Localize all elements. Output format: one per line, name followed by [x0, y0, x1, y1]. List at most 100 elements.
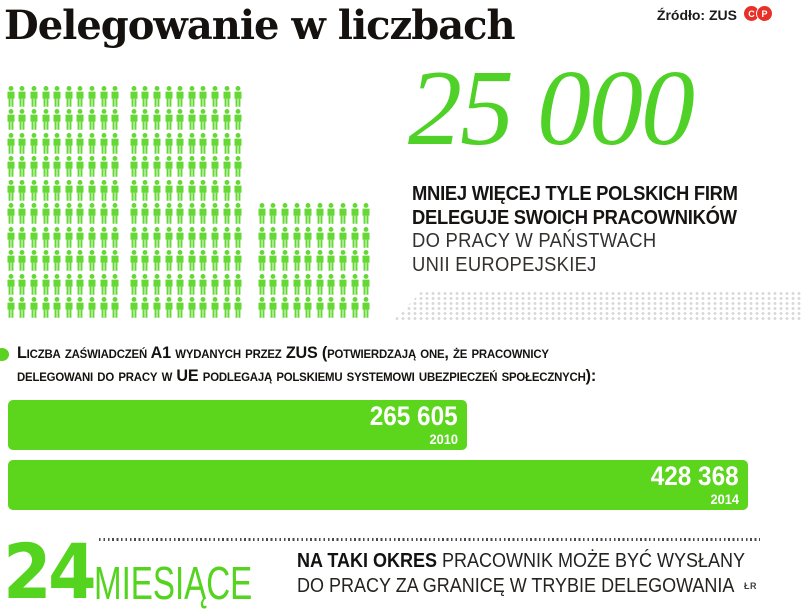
person-icon: [209, 130, 221, 154]
person-icon: [140, 248, 152, 272]
person-icon: [221, 154, 233, 178]
person-icon: [40, 154, 52, 178]
person-icon: [151, 248, 163, 272]
person-icon: [98, 201, 110, 225]
person-icon: [232, 154, 244, 178]
certificates-heading: Liczba zaświadczeń A1 wydanych przez ZUS…: [17, 342, 777, 387]
person-icon: [209, 295, 221, 319]
person-icon: [75, 177, 87, 201]
person-icon: [75, 295, 87, 319]
person-icon: [98, 248, 110, 272]
person-icon: [337, 271, 349, 295]
person-icon: [5, 83, 17, 107]
person-icon: [151, 154, 163, 178]
months-count: 24: [3, 527, 97, 615]
months-desc-line-2: DO PRACY ZA GRANICĘ W TRYBIE DELEGOWANIA: [297, 574, 735, 597]
person-icon: [5, 130, 17, 154]
person-icon: [349, 201, 361, 225]
person-icon: [163, 295, 175, 319]
person-icon: [268, 295, 280, 319]
person-icon: [163, 107, 175, 131]
person-icon: [256, 201, 268, 225]
person-icon: [17, 154, 29, 178]
person-icon: [109, 107, 121, 131]
person-icon: [109, 177, 121, 201]
person-icon: [75, 248, 87, 272]
person-icon: [256, 295, 268, 319]
person-icon: [86, 248, 98, 272]
person-icon: [198, 295, 210, 319]
person-icon: [86, 271, 98, 295]
person-icon: [140, 224, 152, 248]
person-icon: [268, 248, 280, 272]
person-icon: [86, 107, 98, 131]
person-icon: [232, 248, 244, 272]
person-icon: [63, 201, 75, 225]
person-icon: [198, 107, 210, 131]
person-icon: [51, 177, 63, 201]
person-icon: [186, 154, 198, 178]
person-icon: [28, 107, 40, 131]
person-icon: [291, 271, 303, 295]
person-icon: [28, 224, 40, 248]
person-icon: [302, 248, 314, 272]
person-icon: [86, 130, 98, 154]
person-icon: [209, 154, 221, 178]
person-icon: [40, 248, 52, 272]
firms-desc-line-3: DO PRACY W PAŃSTWACH: [412, 230, 657, 252]
person-icon: [360, 295, 372, 319]
person-icon: [198, 271, 210, 295]
person-icon: [198, 177, 210, 201]
firms-desc-line-4: UNII EUROPEJSKIEJ: [412, 253, 597, 276]
person-icon: [98, 224, 110, 248]
person-icon: [221, 177, 233, 201]
person-icon: [51, 224, 63, 248]
person-icon: [40, 224, 52, 248]
person-icon: [86, 224, 98, 248]
person-icon: [174, 83, 186, 107]
person-icon: [28, 83, 40, 107]
person-icon: [51, 201, 63, 225]
months-description: NA TAKI OKRES PRACOWNIK MOŻE BYĆ WYSŁANY…: [297, 549, 745, 598]
person-icon: [349, 295, 361, 319]
person-icon: [51, 107, 63, 131]
person-icon: [291, 224, 303, 248]
person-icon: [256, 224, 268, 248]
person-icon: [63, 224, 75, 248]
person-icon: [302, 201, 314, 225]
person-icon: [291, 248, 303, 272]
pictogram-grid: [5, 83, 371, 318]
person-icon: [63, 154, 75, 178]
person-icon: [5, 177, 17, 201]
person-icon: [174, 177, 186, 201]
bar-row-2010: 265 605 2010: [8, 400, 467, 450]
person-icon: [326, 224, 338, 248]
person-icon: [5, 201, 17, 225]
person-icon: [17, 83, 29, 107]
person-icon: [268, 201, 280, 225]
person-icon: [40, 130, 52, 154]
person-icon: [163, 83, 175, 107]
person-icon: [314, 295, 326, 319]
person-icon: [256, 271, 268, 295]
person-icon: [63, 177, 75, 201]
person-icon: [198, 248, 210, 272]
person-icon: [17, 177, 29, 201]
person-icon: [140, 271, 152, 295]
months-desc-rest: PRACOWNIK MOŻE BYĆ WYSŁANY: [437, 550, 746, 572]
person-icon: [140, 177, 152, 201]
person-icon: [186, 295, 198, 319]
person-icon: [51, 271, 63, 295]
person-icon: [326, 201, 338, 225]
person-icon: [198, 224, 210, 248]
person-icon: [140, 130, 152, 154]
pictogram-block: [256, 201, 372, 319]
person-icon: [140, 83, 152, 107]
person-icon: [186, 83, 198, 107]
person-icon: [268, 224, 280, 248]
list-bullet-icon: [0, 348, 9, 361]
person-icon: [128, 154, 140, 178]
author-initials: ŁR: [744, 581, 757, 591]
person-icon: [128, 295, 140, 319]
